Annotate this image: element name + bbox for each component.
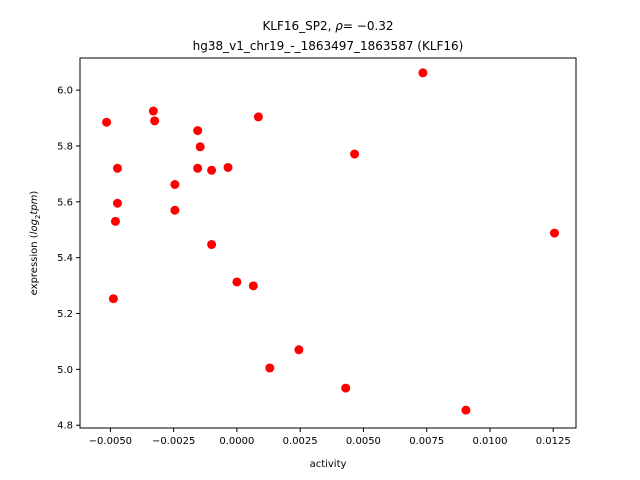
y-axis-label: expression (log2tpm) xyxy=(29,191,42,296)
data-point xyxy=(170,205,180,215)
x-tick-label: 0.0025 xyxy=(283,436,318,447)
data-point xyxy=(110,216,120,226)
data-point xyxy=(195,142,205,152)
data-point xyxy=(418,68,428,78)
x-tick-label: 0.0075 xyxy=(409,436,444,447)
y-tick-label: 4.8 xyxy=(57,421,73,432)
chart-title-line1: KLF16_SP2, ρ= −0.32 xyxy=(262,19,393,33)
x-tick-label: 0.0100 xyxy=(472,436,507,447)
data-point xyxy=(248,281,258,291)
x-tick-label: 0.0000 xyxy=(219,436,254,447)
chart-title: KLF16_SP2, ρ= −0.32 hg38_v1_chr19_-_1863… xyxy=(193,19,464,53)
data-point xyxy=(102,117,112,127)
data-point xyxy=(265,363,275,373)
data-point xyxy=(341,383,351,393)
data-point xyxy=(150,116,160,126)
data-point xyxy=(232,277,242,287)
chart-title-line2: hg38_v1_chr19_-_1863497_1863587 (KLF16) xyxy=(193,39,464,53)
data-point xyxy=(294,345,304,355)
y-tick-label: 5.4 xyxy=(57,253,73,264)
data-point xyxy=(112,198,122,208)
data-point xyxy=(193,126,203,136)
data-point xyxy=(207,165,217,175)
x-tick-label: 0.0125 xyxy=(536,436,571,447)
data-points xyxy=(102,68,559,415)
y-tick-label: 5.6 xyxy=(57,197,73,208)
y-tick-label: 5.2 xyxy=(57,309,73,320)
data-point xyxy=(253,112,263,122)
data-point xyxy=(223,162,233,172)
data-point xyxy=(148,106,158,116)
data-point xyxy=(193,163,203,173)
x-axis-ticks: −0.0050 −0.0025 0.0000 0.0025 0.0050 0.0075 0.… xyxy=(89,428,571,447)
x-tick-label: −0.0050 xyxy=(89,436,132,447)
data-point xyxy=(549,228,559,238)
x-axis-label: activity xyxy=(310,459,347,470)
x-tick-label: −0.0025 xyxy=(152,436,195,447)
data-point xyxy=(108,294,118,304)
data-point xyxy=(112,163,122,173)
data-point xyxy=(170,180,180,189)
data-point xyxy=(461,405,471,415)
y-axis-ticks: 4.8 5.0 5.2 5.4 5.6 5.8 6.0 xyxy=(57,86,80,432)
y-tick-label: 6.0 xyxy=(57,86,73,97)
data-point xyxy=(350,149,360,159)
y-tick-label: 5.0 xyxy=(57,365,73,376)
data-point xyxy=(207,240,217,250)
y-tick-label: 5.8 xyxy=(57,141,73,152)
x-tick-label: 0.0050 xyxy=(346,436,381,447)
plot-area-frame xyxy=(79,57,577,429)
